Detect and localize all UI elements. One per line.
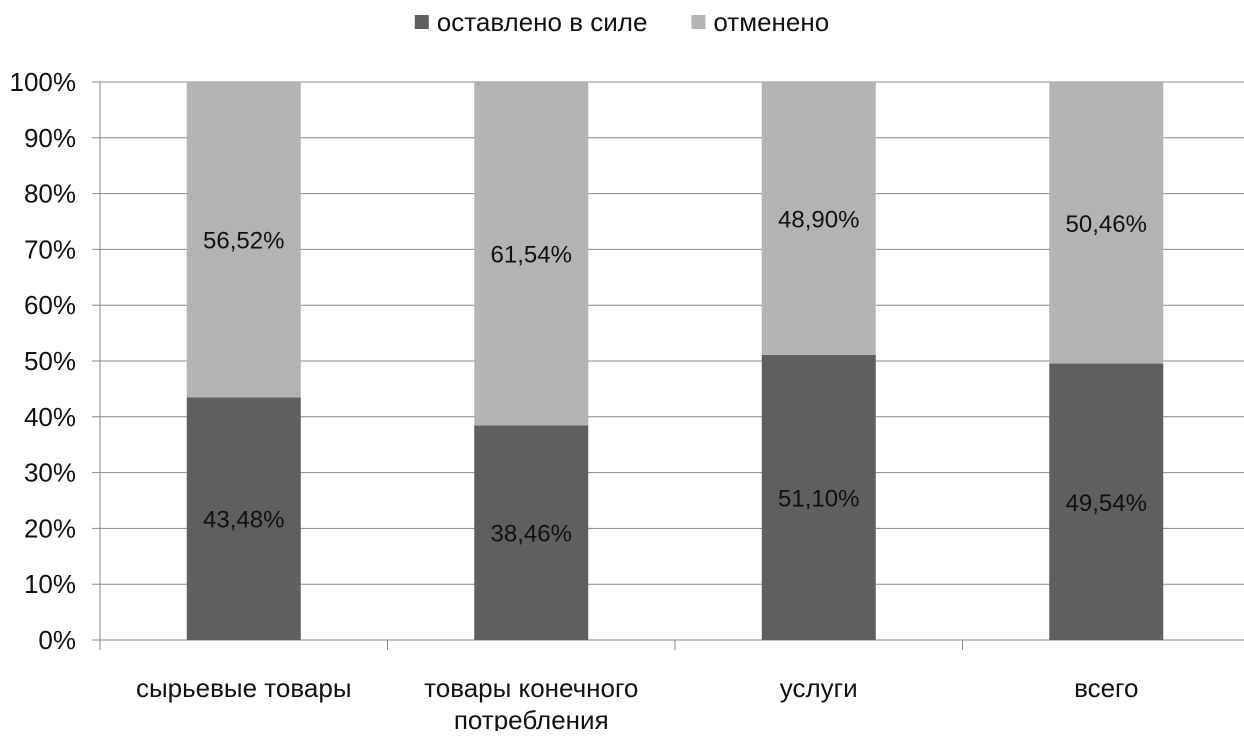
data-label: 48,90%: [778, 206, 859, 233]
y-tick-label: 80%: [24, 179, 76, 209]
data-label: 50,46%: [1066, 211, 1147, 238]
y-tick-label: 70%: [24, 234, 76, 264]
x-category-label: товары конечного: [424, 673, 638, 703]
legend-swatch: [691, 15, 706, 29]
bar-segment: [761, 354, 876, 640]
y-tick-label: 40%: [24, 402, 76, 432]
x-category-label: потребления: [454, 705, 609, 731]
x-category-label: услуги: [780, 673, 858, 703]
y-tick-label: 90%: [24, 123, 76, 153]
legend-swatch: [414, 15, 429, 29]
data-label: 43,48%: [203, 507, 284, 534]
x-category-label: всего: [1074, 673, 1138, 703]
y-tick-label: 50%: [24, 346, 76, 376]
legend-label: оставлено в силе: [437, 7, 648, 37]
bar-segment: [474, 425, 589, 640]
data-label: 51,10%: [778, 485, 859, 512]
data-label: 38,46%: [491, 521, 572, 548]
bar-segment: [186, 82, 301, 398]
data-label: 49,54%: [1066, 490, 1147, 517]
data-label: 56,52%: [203, 228, 284, 255]
y-tick-label: 60%: [24, 290, 76, 320]
x-category-label: сырьевые товары: [136, 673, 352, 703]
data-label: 61,54%: [491, 242, 572, 269]
y-tick-label: 30%: [24, 458, 76, 488]
bar-segment: [1049, 82, 1164, 364]
bar-segment: [761, 82, 876, 355]
y-tick-label: 20%: [24, 513, 76, 543]
y-tick-label: 0%: [38, 625, 76, 655]
bar-segment: [186, 397, 301, 640]
y-tick-label: 10%: [24, 569, 76, 599]
legend-label: отменено: [713, 7, 829, 37]
bar-segment: [474, 82, 589, 426]
y-tick-label: 100%: [10, 67, 77, 97]
bar-segment: [1049, 363, 1164, 640]
